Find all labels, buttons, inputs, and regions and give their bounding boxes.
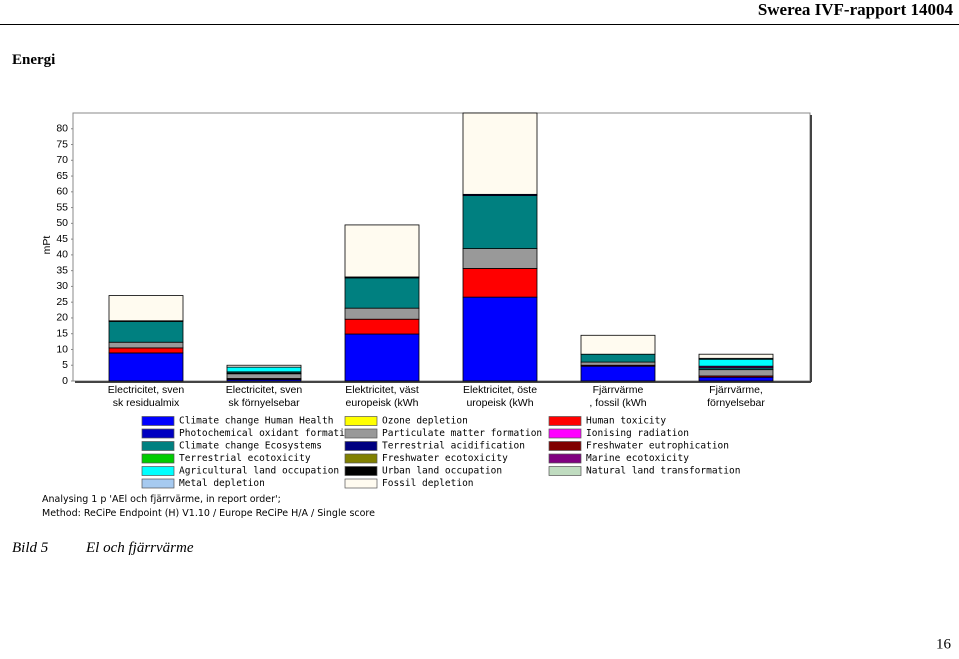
bar-segment bbox=[108, 295, 184, 322]
legend-swatch bbox=[548, 466, 582, 476]
x-tick-label: Electricitet, sven sk residualmix bbox=[107, 384, 185, 409]
y-tick-label: 60 bbox=[56, 186, 68, 198]
legend-swatch bbox=[344, 453, 378, 464]
bar-segment bbox=[580, 365, 656, 382]
legend-swatch bbox=[141, 416, 175, 426]
bar-segment bbox=[698, 358, 774, 367]
legend-label: Photochemical oxidant formation bbox=[179, 428, 356, 439]
legend-label: Fossil depletion bbox=[382, 478, 474, 489]
x-tick-label: Elektricitet, väst europeisk (kWh bbox=[345, 384, 419, 409]
legend-swatch bbox=[548, 441, 582, 451]
legend-label: Ozone depletion bbox=[382, 416, 468, 427]
bar-segment bbox=[226, 373, 302, 379]
bar-segment bbox=[344, 277, 420, 309]
plot-area bbox=[72, 112, 811, 382]
caption-text: El och fjärrvärme bbox=[86, 540, 194, 556]
y-tick-label: 50 bbox=[56, 217, 68, 229]
legend-swatch bbox=[548, 416, 582, 426]
bar-segment bbox=[226, 366, 302, 373]
section-title: Energi bbox=[12, 52, 56, 68]
bar-segment bbox=[580, 353, 656, 363]
bar-segment bbox=[462, 296, 538, 382]
y-tick-label: 15 bbox=[56, 327, 68, 339]
legend-swatch bbox=[344, 478, 378, 489]
bar-segment bbox=[698, 353, 774, 359]
bar-segment bbox=[698, 376, 774, 382]
x-tick-label: Electricitet, sven sk förnyelsebar bbox=[225, 384, 303, 409]
y-tick-label: 75 bbox=[56, 138, 68, 150]
page-number: 16 bbox=[936, 636, 951, 653]
y-tick-label: 35 bbox=[56, 264, 68, 276]
legend-label: Freshwater ecotoxicity bbox=[382, 453, 508, 464]
legend-swatch bbox=[141, 441, 175, 451]
legend-label: Metal depletion bbox=[179, 478, 265, 489]
bar-segment bbox=[108, 341, 184, 349]
caption-label: Bild 5 bbox=[12, 540, 49, 556]
legend-label: Marine ecotoxicity bbox=[586, 453, 689, 464]
legend-label: Freshwater eutrophication bbox=[586, 441, 729, 452]
bar-segment bbox=[108, 347, 184, 354]
bar-segment bbox=[580, 334, 656, 355]
legend-swatch bbox=[344, 428, 378, 439]
legend-swatch bbox=[548, 453, 582, 464]
legend-label: Ionising radiation bbox=[586, 428, 689, 439]
x-tick-label: Fjärrvärme, förnyelsebar bbox=[707, 384, 765, 409]
y-tick-label: 45 bbox=[56, 233, 68, 245]
note: Analysing 1 p 'AEl och fjärrvärme, in re… bbox=[42, 494, 281, 505]
header-rule bbox=[0, 24, 959, 25]
legend-label: Terrestrial ecotoxicity bbox=[179, 453, 311, 464]
bar-segment bbox=[462, 248, 538, 269]
legend-label: Agricultural land occupation bbox=[179, 466, 339, 477]
y-tick-label: 25 bbox=[56, 296, 68, 308]
bar-segment bbox=[344, 318, 420, 335]
legend-swatch bbox=[141, 466, 175, 476]
legend-swatch bbox=[548, 428, 582, 439]
report-header: Swerea IVF-rapport 14004 bbox=[757, 0, 953, 19]
bar-segment bbox=[108, 321, 184, 343]
y-tick-label: 20 bbox=[56, 312, 68, 324]
y-tick-label: 70 bbox=[56, 154, 68, 166]
legend-swatch bbox=[141, 478, 175, 489]
y-tick-label: 65 bbox=[56, 170, 68, 182]
y-tick-label: 5 bbox=[62, 359, 68, 371]
legend-swatch bbox=[344, 416, 378, 426]
legend-label: Human toxicity bbox=[586, 416, 666, 427]
bar-segment bbox=[462, 268, 538, 298]
legend-label: Urban land occupation bbox=[382, 466, 502, 477]
legend-swatch bbox=[344, 466, 378, 476]
legend-label: Climate change Ecosystems bbox=[179, 441, 322, 452]
note: Method: ReCiPe Endpoint (H) V1.10 / Euro… bbox=[42, 508, 375, 519]
legend-swatch bbox=[141, 453, 175, 464]
bar-segment bbox=[580, 361, 656, 366]
legend-swatch bbox=[344, 441, 378, 451]
bar-segment bbox=[108, 352, 184, 382]
y-tick-label: 10 bbox=[56, 343, 68, 355]
bar-segment bbox=[462, 195, 538, 249]
y-tick-label: 0 bbox=[62, 375, 68, 387]
bar-segment bbox=[698, 369, 774, 377]
legend-label: Particulate matter formation bbox=[382, 428, 542, 439]
x-tick-label: Elektricitet, öste uropeisk (kWh bbox=[462, 384, 538, 409]
y-tick-label: 80 bbox=[56, 123, 68, 135]
bar-segment bbox=[344, 224, 420, 278]
x-tick-label: Fjärrvärme , fossil (kWh bbox=[589, 384, 647, 409]
bar-segment bbox=[462, 112, 538, 195]
legend-label: Climate change Human Health bbox=[179, 416, 333, 427]
y-axis-label: mPt bbox=[41, 236, 53, 255]
bar-segment bbox=[344, 333, 420, 382]
y-tick-label: 30 bbox=[56, 280, 68, 292]
y-tick-label: 55 bbox=[56, 201, 68, 213]
bar-segment bbox=[226, 364, 302, 368]
legend-swatch bbox=[141, 428, 175, 439]
bar-segment bbox=[344, 307, 420, 320]
legend-label: Terrestrial acidification bbox=[382, 441, 525, 452]
legend-label: Natural land transformation bbox=[586, 466, 740, 477]
y-tick-label: 40 bbox=[56, 249, 68, 261]
